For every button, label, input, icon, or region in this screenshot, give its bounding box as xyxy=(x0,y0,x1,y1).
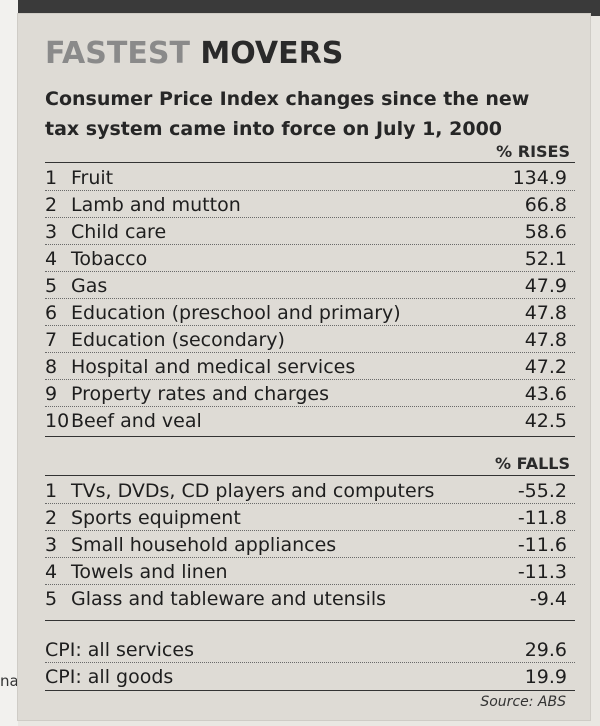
falls-bottom-rule xyxy=(45,620,575,621)
cpi-bottom-rule xyxy=(45,690,575,691)
list-item: 1 TVs, DVDs, CD players and computers -55.… xyxy=(45,477,575,504)
headline-word-1: FASTEST xyxy=(45,36,190,71)
falls-list: 1 TVs, DVDs, CD players and computers -55.… xyxy=(45,477,575,611)
source-credit: Source: ABS xyxy=(480,694,566,710)
falls-column-header: % FALLS xyxy=(495,454,570,473)
headline-word-2: MOVERS xyxy=(200,36,344,71)
list-item: 1 Fruit 134.9 xyxy=(45,164,575,191)
newspaper-clipping xyxy=(18,14,590,720)
scan-left-strip xyxy=(0,0,18,726)
cpi-list: CPI: all services 29.6 CPI: all goods 19.9 xyxy=(45,636,575,689)
list-item: 3 Child care 58.6 xyxy=(45,218,575,245)
list-item: 5 Gas 47.9 xyxy=(45,272,575,299)
subtitle: Consumer Price Index changes since the n… xyxy=(45,88,530,140)
list-item: 7 Education (secondary) 47.8 xyxy=(45,326,575,353)
list-item: 8 Hospital and medical services 47.2 xyxy=(45,353,575,380)
list-item: 2 Sports equipment -11.8 xyxy=(45,504,575,531)
list-item: CPI: all goods 19.9 xyxy=(45,666,567,688)
adjacent-column-fragment: na xyxy=(0,672,19,690)
list-item: 2 Lamb and mutton 66.8 xyxy=(45,191,575,218)
list-item: 3 Small household appliances -11.6 xyxy=(45,531,575,558)
rises-top-rule xyxy=(45,162,575,163)
list-item: 4 Towels and linen -11.3 xyxy=(45,558,575,585)
list-item: 5 Glass and tableware and utensils -9.4 xyxy=(45,588,567,610)
list-item: CPI: all services 29.6 xyxy=(45,636,575,663)
rises-bottom-rule xyxy=(45,436,575,437)
list-item: 10 Beef and veal 42.5 xyxy=(45,410,567,432)
list-item: 6 Education (preschool and primary) 47.8 xyxy=(45,299,575,326)
rises-column-header: % RISES xyxy=(496,142,570,161)
scan-top-edge xyxy=(0,0,600,16)
list-item: 9 Property rates and charges 43.6 xyxy=(45,380,575,407)
headline: FASTEST MOVERS xyxy=(45,36,343,71)
falls-top-rule xyxy=(45,475,575,476)
rises-list: 1 Fruit 134.9 2 Lamb and mutton 66.8 3 Child … xyxy=(45,164,575,433)
list-item: 4 Tobacco 52.1 xyxy=(45,245,575,272)
